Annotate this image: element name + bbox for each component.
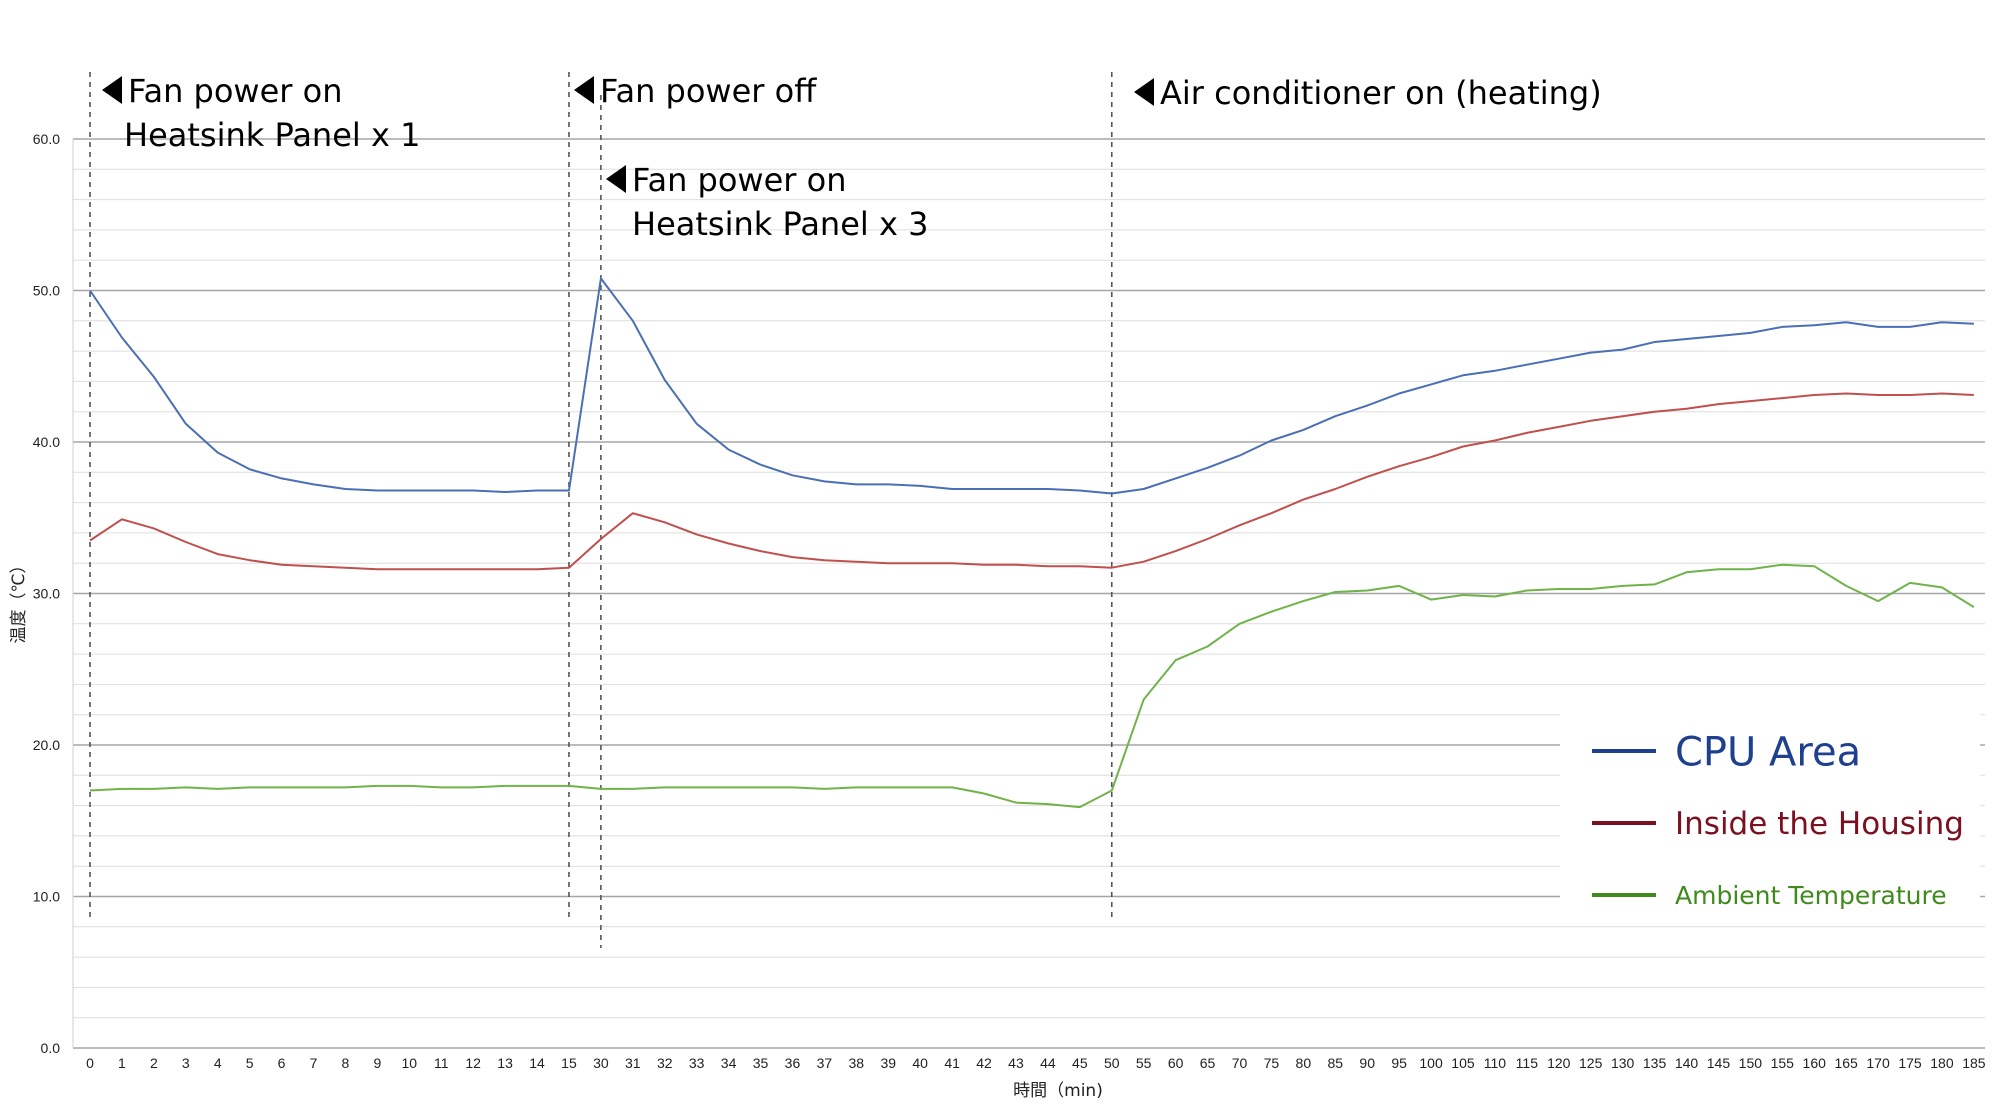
x-tick-label: 100: [1419, 1055, 1443, 1071]
series-line: [89, 563, 1975, 809]
x-tick-label: 45: [1072, 1055, 1088, 1071]
x-tick-label: 175: [1898, 1055, 1922, 1071]
x-tick-label: 38: [849, 1055, 865, 1071]
x-tick-label: 75: [1264, 1055, 1280, 1071]
x-tick-label: 10: [402, 1055, 418, 1071]
annotation-label: Fan power on: [632, 161, 846, 199]
x-axis-title: 時間（min): [1013, 1081, 1103, 1101]
x-tick-label: 6: [278, 1055, 286, 1071]
legend-label: Inside the Housing: [1675, 806, 1964, 842]
x-tick-label: 155: [1771, 1055, 1795, 1071]
x-tick-label: 70: [1232, 1055, 1248, 1071]
x-tick-label: 185: [1962, 1055, 1986, 1071]
y-tick-label: 10.0: [33, 889, 60, 905]
x-tick-label: 145: [1707, 1055, 1731, 1071]
y-tick-label: 40.0: [33, 434, 60, 450]
legend-label: CPU Area: [1675, 729, 1861, 775]
x-tick-label: 15: [561, 1055, 577, 1071]
x-tick-label: 115: [1516, 1055, 1539, 1071]
y-axis-title: 温度（℃）: [9, 556, 29, 643]
grid: [72, 138, 1985, 1049]
x-tick-label: 36: [785, 1055, 801, 1071]
annotation-label: Heatsink Panel x 1: [124, 116, 420, 154]
x-tick-label: 0: [86, 1055, 94, 1071]
x-tick-label: 9: [373, 1055, 381, 1071]
x-tick-label: 11: [434, 1055, 449, 1071]
left-triangle-icon: [606, 165, 626, 193]
x-tick-label: 31: [625, 1055, 641, 1071]
x-tick-label: 50: [1104, 1055, 1120, 1071]
x-tick-label: 30: [593, 1055, 609, 1071]
x-tick-label: 95: [1391, 1055, 1407, 1071]
x-tick-label: 120: [1547, 1055, 1571, 1071]
left-triangle-icon: [102, 76, 122, 104]
y-tick-label: 30.0: [33, 586, 60, 602]
annotations: Fan power on Heatsink Panel x 1 Fan power …: [89, 72, 1602, 948]
x-tick-label: 160: [1803, 1055, 1827, 1071]
y-tick-label: 60.0: [33, 131, 60, 147]
x-tick-label: 43: [1008, 1055, 1024, 1071]
x-tick-label: 180: [1930, 1055, 1954, 1071]
left-triangle-icon: [1134, 78, 1154, 106]
x-tick-label: 12: [465, 1055, 481, 1071]
x-tick-label: 55: [1136, 1055, 1152, 1071]
x-tick-label: 1: [118, 1055, 126, 1071]
x-tick-label: 105: [1451, 1055, 1475, 1071]
legend: CPU Area Inside the Housing Ambient Temper…: [1560, 710, 1980, 925]
x-tick-label: 7: [310, 1055, 318, 1071]
legend-background: [1560, 710, 1980, 925]
left-triangle-icon: [574, 76, 594, 104]
x-tick-label: 14: [529, 1055, 545, 1071]
x-tick-label: 39: [880, 1055, 896, 1071]
x-tick-label: 41: [944, 1055, 960, 1071]
x-tick-label: 42: [976, 1055, 992, 1071]
y-tick-label: 0.0: [41, 1040, 61, 1056]
annotation-label: Heatsink Panel x 3: [632, 205, 928, 243]
x-tick-label: 37: [817, 1055, 833, 1071]
annotation-label: Fan power off: [600, 72, 817, 110]
x-tick-label: 80: [1296, 1055, 1312, 1071]
x-tick-label: 2: [150, 1055, 158, 1071]
x-tick-label: 35: [753, 1055, 769, 1071]
y-tick-label: 50.0: [33, 283, 60, 299]
x-axis-ticks: 0 1 2 3 4 5 6 7 8 9 10 11 12 13 14 15 30 31 32 33 34 35 36 37 38…: [86, 1055, 1986, 1071]
legend-label: Ambient Temperature: [1675, 881, 1947, 910]
x-tick-label: 8: [342, 1055, 350, 1071]
x-tick-label: 3: [182, 1055, 190, 1071]
x-tick-label: 13: [497, 1055, 513, 1071]
x-tick-label: 65: [1200, 1055, 1216, 1071]
x-tick-label: 40: [912, 1055, 928, 1071]
series-line: [89, 277, 1974, 495]
x-tick-label: 44: [1040, 1055, 1056, 1071]
x-tick-label: 125: [1579, 1055, 1603, 1071]
y-axis-ticks: 0.0 10.0 20.0 30.0 40.0 50.0 60.0: [33, 131, 60, 1056]
x-tick-label: 150: [1739, 1055, 1763, 1071]
series-lines: [89, 277, 1975, 809]
x-tick-label: 135: [1643, 1055, 1667, 1071]
x-tick-label: 32: [657, 1055, 673, 1071]
x-tick-label: 33: [689, 1055, 705, 1071]
x-tick-label: 130: [1611, 1055, 1635, 1071]
y-tick-label: 20.0: [33, 737, 60, 753]
annotation-label: Fan power on: [128, 72, 342, 110]
x-tick-label: 5: [246, 1055, 254, 1071]
x-tick-label: 140: [1675, 1055, 1699, 1071]
x-tick-label: 165: [1834, 1055, 1858, 1071]
x-tick-label: 34: [721, 1055, 737, 1071]
x-tick-label: 170: [1866, 1055, 1890, 1071]
annotation-label: Air conditioner on (heating): [1160, 74, 1602, 112]
x-tick-label: 90: [1359, 1055, 1375, 1071]
x-tick-label: 4: [214, 1055, 222, 1071]
x-tick-label: 60: [1168, 1055, 1184, 1071]
x-tick-label: 85: [1327, 1055, 1343, 1071]
series-line: [89, 392, 1974, 571]
x-tick-label: 110: [1484, 1055, 1507, 1071]
